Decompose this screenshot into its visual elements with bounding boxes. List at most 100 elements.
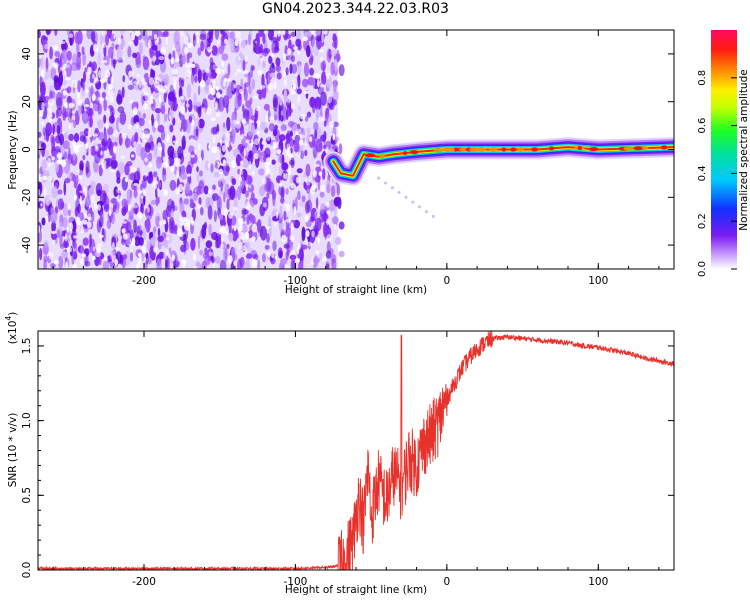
- noise-gap: [82, 219, 88, 225]
- noise-gap: [79, 175, 83, 180]
- noise-gap: [232, 119, 238, 125]
- noise-gap: [326, 75, 330, 80]
- noise-gap: [212, 262, 216, 268]
- noise-blob: [51, 136, 56, 152]
- noise-gap: [138, 252, 142, 257]
- noise-blob: [77, 103, 83, 117]
- noise-blob: [80, 105, 85, 114]
- noise-blob: [40, 82, 46, 97]
- noise-gap: [186, 103, 190, 108]
- noise-blob: [82, 51, 86, 66]
- noise-blob: [46, 30, 52, 35]
- noise-gap: [98, 97, 104, 102]
- noise-blob: [71, 251, 75, 266]
- noise-blob: [256, 39, 260, 51]
- noise-gap: [144, 134, 151, 139]
- noise-gap: [91, 93, 96, 102]
- noise-blob: [138, 117, 145, 127]
- y-tick-label: 40: [21, 47, 33, 60]
- noise-blob: [208, 30, 213, 40]
- noise-blob: [50, 207, 54, 217]
- noise-gap: [281, 234, 287, 242]
- noise-gap: [268, 116, 275, 121]
- noise-gap: [311, 255, 314, 264]
- noise-blob: [114, 208, 120, 214]
- noise-gap: [227, 77, 231, 82]
- noise-gap: [185, 62, 191, 69]
- noise-gap: [87, 66, 92, 75]
- y-tick-label: 0.0: [21, 562, 33, 579]
- noise-blob: [82, 237, 89, 246]
- noise-blob: [210, 163, 214, 173]
- noise-blob: [253, 42, 257, 53]
- band-hotspot: [476, 147, 487, 152]
- noise-gap: [41, 242, 44, 249]
- snr-yscale-close: ): [7, 312, 19, 316]
- colorbar: 0.0 0.2 0.4 0.6 0.8 Normalized spectral ampl…: [697, 30, 750, 277]
- noise-gap: [277, 30, 281, 37]
- noise-gap: [163, 162, 168, 169]
- noise-gap: [309, 136, 313, 143]
- noise-gap: [293, 83, 297, 91]
- band-hotspot: [517, 147, 524, 152]
- noise-blob: [79, 131, 85, 137]
- noise-gap: [72, 141, 77, 148]
- noise-gap: [40, 69, 46, 78]
- noise-gap: [191, 63, 196, 68]
- noise-blob: [195, 125, 199, 137]
- noise-blob: [156, 258, 162, 269]
- noise-blob: [309, 96, 316, 108]
- noise-blob: [308, 57, 314, 66]
- noise-gap: [162, 156, 165, 162]
- noise-gap: [320, 184, 326, 192]
- noise-gap: [233, 226, 237, 232]
- noise-gap: [121, 228, 126, 234]
- noise-gap: [276, 149, 282, 155]
- noise-blob: [85, 196, 91, 208]
- noise-gap: [94, 201, 98, 210]
- noise-blob: [138, 42, 143, 55]
- noise-blob: [219, 259, 227, 269]
- noise-blob: [77, 203, 81, 214]
- noise-blob: [58, 71, 63, 87]
- noise-blob: [291, 63, 298, 74]
- noise-blob: [100, 210, 104, 223]
- noise-gap: [50, 252, 54, 259]
- noise-blob: [92, 100, 100, 112]
- noise-blob: [261, 151, 268, 157]
- band-hotspot: [660, 145, 668, 150]
- noise-blob: [62, 106, 67, 121]
- noise-gap: [187, 173, 191, 177]
- noise-gap: [206, 68, 210, 73]
- noise-blob: [297, 123, 301, 129]
- noise-blob: [178, 77, 182, 88]
- noise-gap: [236, 68, 241, 73]
- noise-gap: [304, 214, 309, 223]
- noise-gap: [165, 249, 169, 257]
- noise-blob: [121, 198, 128, 209]
- noise-blob: [133, 189, 138, 199]
- noise-gap: [260, 85, 266, 89]
- noise-blob: [167, 257, 170, 269]
- noise-gap: [257, 122, 261, 127]
- snr-frame: [37, 330, 675, 571]
- noise-blob: [275, 64, 281, 72]
- noise-gap: [144, 172, 149, 177]
- noise-gap: [242, 118, 246, 125]
- noise-blob: [207, 205, 213, 220]
- noise-blob: [45, 57, 49, 72]
- noise-gap: [225, 214, 227, 223]
- noise-blob: [248, 150, 253, 159]
- noise-gap: [79, 195, 82, 205]
- noise-blob: [67, 86, 72, 94]
- y-tick-label: 20: [21, 95, 33, 108]
- noise-gap: [223, 38, 228, 45]
- noise-gap: [250, 142, 253, 148]
- noise-gap: [267, 82, 274, 91]
- noise-blob: [257, 259, 261, 269]
- noise-blob: [98, 221, 102, 228]
- snr-yscale-label: (x10: [7, 321, 19, 345]
- noise-blob: [51, 150, 58, 158]
- noise-gap: [285, 218, 291, 223]
- noise-blob: [197, 85, 201, 96]
